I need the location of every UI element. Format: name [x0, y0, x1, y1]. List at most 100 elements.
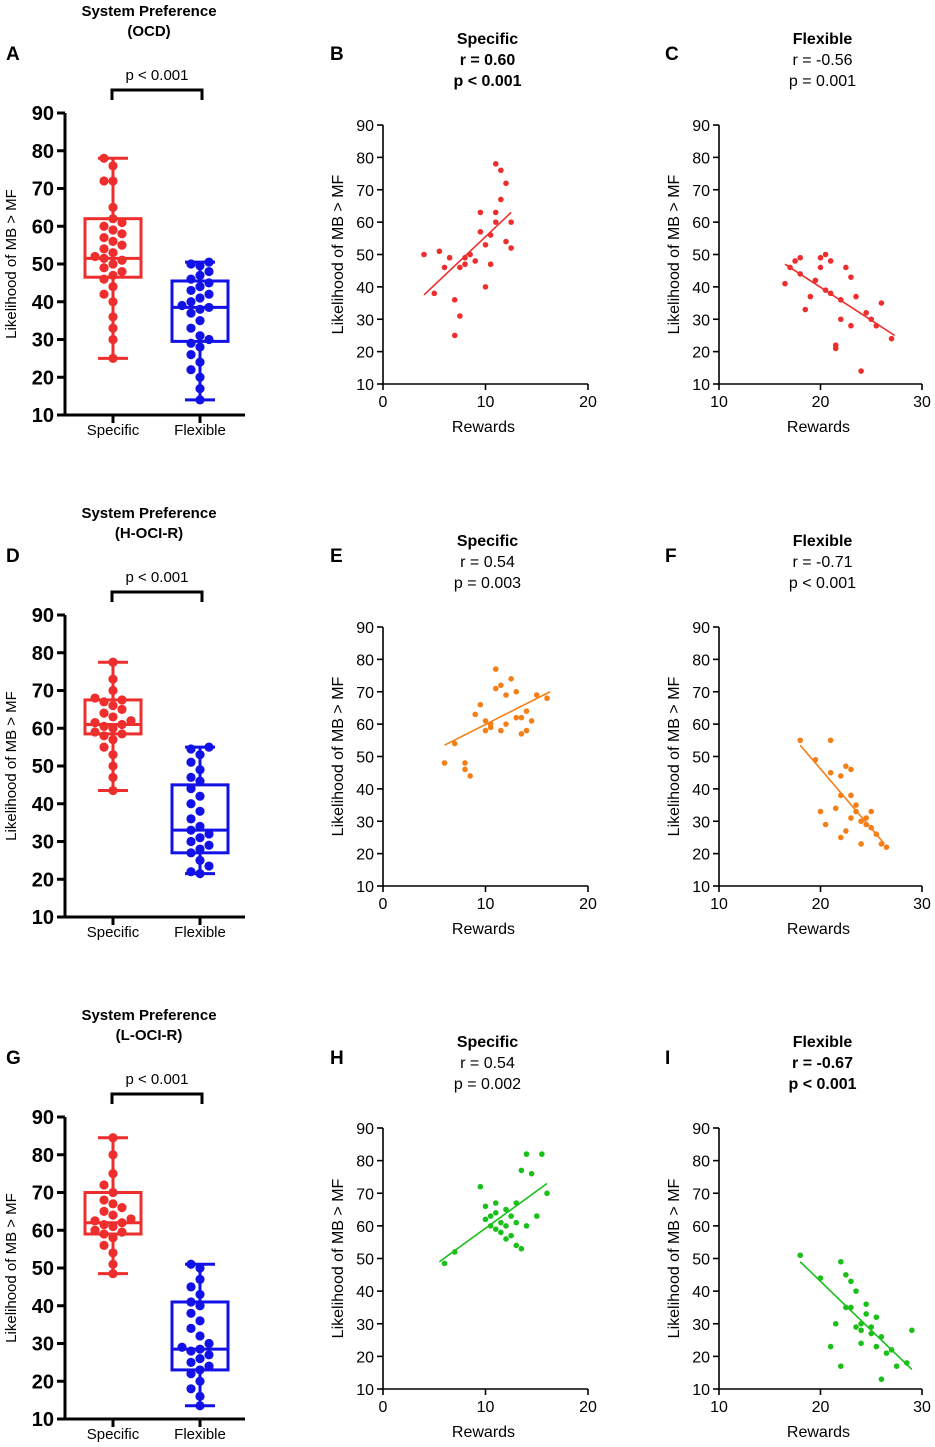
- data-point: [457, 264, 463, 271]
- regression-line: [444, 691, 551, 746]
- data-point: [195, 868, 205, 879]
- data-point: [195, 293, 205, 303]
- data-point: [186, 814, 196, 824]
- chart-title-line: r = 0.60: [460, 52, 516, 69]
- data-point: [492, 685, 499, 692]
- y-tick-label: 10: [32, 405, 54, 427]
- x-tick-label: 20: [579, 394, 597, 411]
- significance-bracket: [110, 590, 204, 602]
- data-point: [186, 350, 196, 360]
- panel-D: D System Preference (H-OCI-R) p < 0.001 10 20…: [3, 505, 245, 941]
- data-point: [99, 153, 109, 163]
- box-flexible: [170, 1259, 230, 1411]
- x-tick-label: 20: [812, 394, 830, 411]
- data-point: [848, 766, 854, 773]
- chart-title-line: p = 0.002: [454, 1076, 521, 1093]
- x-tick-label: 0: [379, 1399, 388, 1416]
- data-point: [186, 1369, 196, 1379]
- x-tick-label: 20: [812, 896, 830, 913]
- y-tick-label: 50: [32, 254, 54, 276]
- chart-title-line: Specific: [457, 31, 518, 48]
- data-point: [204, 1338, 214, 1349]
- data-point: [508, 1232, 514, 1239]
- data-point: [108, 1221, 118, 1232]
- data-point: [797, 271, 803, 277]
- data-point: [186, 274, 196, 284]
- y-axis-label: Likelihood of MB > MF: [3, 189, 20, 339]
- y-tick-label: 70: [692, 685, 710, 702]
- data-point: [487, 232, 494, 238]
- panel-letter-I: I: [665, 1048, 670, 1069]
- data-point: [843, 1304, 849, 1311]
- data-point: [195, 844, 205, 854]
- data-point: [492, 1226, 499, 1232]
- y-tick-label: 90: [692, 1121, 710, 1138]
- x-axis-label: Rewards: [787, 419, 850, 436]
- data-point: [186, 323, 196, 333]
- data-point: [99, 274, 109, 284]
- regression-line: [438, 1182, 548, 1263]
- data-point: [177, 1342, 187, 1352]
- y-tick-label: 60: [32, 216, 54, 238]
- data-point: [843, 828, 849, 834]
- y-tick-label: 40: [32, 794, 54, 816]
- data-point: [878, 300, 885, 306]
- data-point: [503, 1236, 509, 1242]
- x-tick-label: Flexible: [174, 422, 226, 439]
- data-point: [868, 808, 875, 815]
- y-tick-label: 60: [692, 215, 710, 232]
- data-point: [195, 855, 205, 865]
- y-tick-label: 60: [692, 1219, 710, 1236]
- data-point: [204, 266, 214, 277]
- data-point: [492, 219, 499, 225]
- box-iqr: [170, 279, 230, 343]
- data-point: [195, 821, 205, 832]
- box-iqr: [83, 698, 143, 736]
- significance-label: p < 0.001: [126, 1071, 189, 1088]
- y-tick-label: 20: [692, 345, 710, 362]
- data-point: [503, 1223, 509, 1229]
- data-point: [451, 297, 458, 303]
- data-point: [90, 1225, 100, 1235]
- data-point: [492, 209, 499, 216]
- data-point: [812, 756, 819, 763]
- data-point: [853, 808, 859, 815]
- x-tick-label: Specific: [87, 1426, 140, 1443]
- data-point: [508, 1213, 514, 1219]
- data-point: [888, 335, 895, 342]
- data-point: [195, 806, 205, 816]
- data-point: [186, 308, 196, 318]
- data-point: [186, 297, 196, 307]
- panel-letter-C: C: [665, 44, 679, 65]
- data-point: [99, 721, 109, 731]
- data-point: [853, 1324, 859, 1330]
- data-point: [195, 1274, 205, 1284]
- y-tick-label: 50: [32, 756, 54, 778]
- data-point: [523, 1223, 530, 1229]
- data-point: [817, 808, 824, 815]
- chart-title-line: Flexible: [793, 31, 853, 48]
- data-point: [99, 263, 109, 273]
- data-point: [195, 316, 205, 326]
- data-point: [873, 831, 880, 837]
- x-tick-label: 20: [579, 1399, 597, 1416]
- x-tick-label: Flexible: [174, 924, 226, 941]
- data-point: [492, 1210, 499, 1216]
- data-point: [802, 306, 809, 313]
- chart-title-line: Flexible: [793, 533, 853, 550]
- data-point: [108, 1150, 118, 1160]
- chart-title-line: Specific: [457, 533, 518, 550]
- chart-title-line: Specific: [457, 1034, 518, 1051]
- data-point: [498, 727, 504, 734]
- data-point: [441, 760, 448, 766]
- data-point: [508, 245, 514, 251]
- y-tick-label: 70: [356, 1186, 374, 1203]
- y-tick-label: 10: [356, 377, 374, 394]
- data-point: [108, 176, 118, 186]
- data-point: [99, 742, 109, 752]
- data-point: [503, 1206, 509, 1213]
- chart-title-line: System Preference: [81, 505, 216, 522]
- data-point: [108, 1187, 118, 1198]
- data-point: [858, 841, 864, 847]
- y-tick-label: 20: [32, 1371, 54, 1393]
